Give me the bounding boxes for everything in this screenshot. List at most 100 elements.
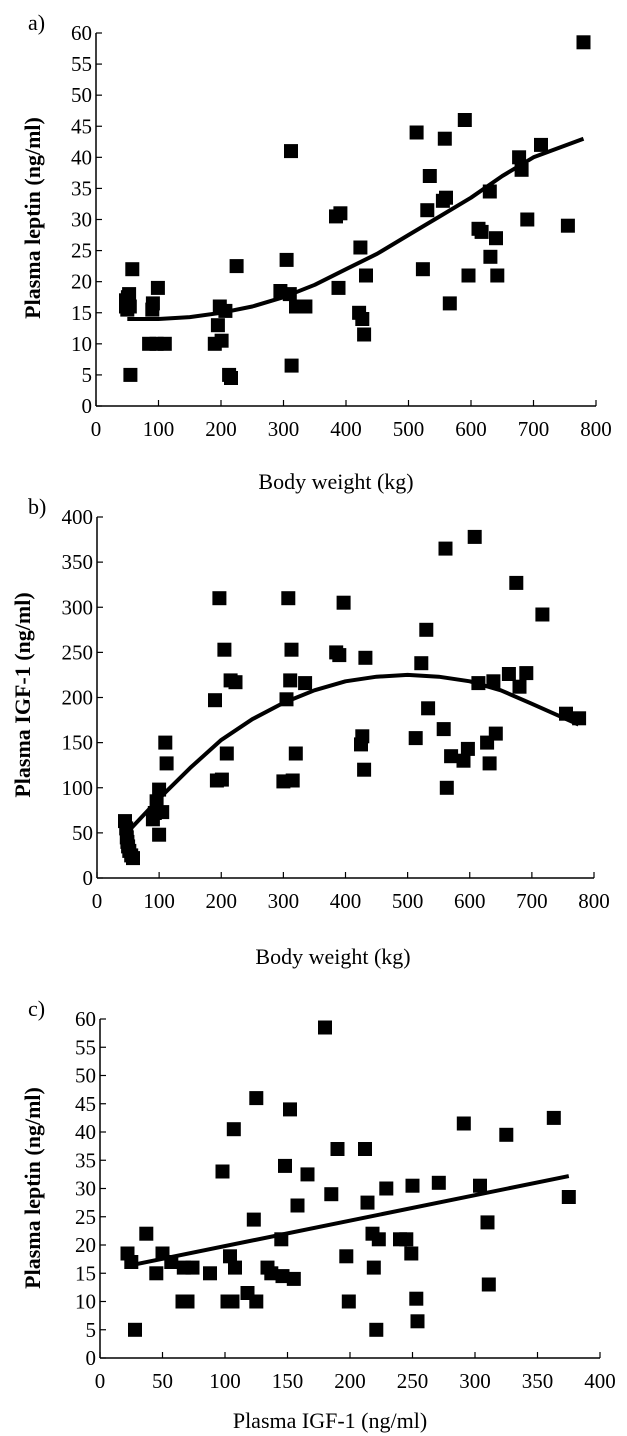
data-point	[534, 137, 548, 152]
y-tick-label: 45	[71, 114, 92, 138]
data-point	[512, 679, 527, 694]
data-point	[246, 1212, 261, 1227]
data-point	[300, 1167, 315, 1182]
data-point	[218, 303, 233, 318]
y-tick-label: 100	[62, 776, 94, 800]
data-point	[357, 327, 372, 342]
x-tick-label: 600	[455, 417, 487, 441]
x-tick-label: 100	[209, 1369, 241, 1393]
data-point	[286, 1271, 301, 1286]
y-tick-label: 60	[75, 1007, 96, 1031]
data-point	[501, 667, 516, 681]
x-tick-label: 400	[584, 1369, 616, 1393]
data-point	[157, 336, 172, 351]
data-point	[439, 190, 453, 205]
data-point	[366, 1260, 381, 1275]
data-point	[483, 249, 498, 264]
y-tick-label: 150	[62, 731, 94, 755]
data-point	[457, 113, 472, 127]
data-point	[520, 212, 535, 227]
data-point	[358, 1142, 372, 1156]
data-point	[224, 371, 238, 385]
x-tick-label: 700	[516, 889, 548, 913]
data-point	[467, 529, 482, 544]
x-axis-label: Body weight (kg)	[255, 944, 410, 969]
panel-label: b)	[28, 494, 46, 519]
y-tick-label: 50	[72, 821, 93, 845]
data-point	[546, 1110, 561, 1125]
data-point	[228, 1260, 242, 1275]
data-point	[284, 642, 299, 657]
data-point	[481, 1277, 496, 1292]
panel-c: c) 0 5 10 15 20 25 30 35 40 45 50 55 60 0 50 100 150 200 25…	[20, 996, 616, 1433]
data-point	[358, 650, 373, 665]
data-point	[560, 218, 575, 233]
data-point	[215, 1164, 230, 1179]
data-point	[439, 780, 454, 795]
x-tick-label: 150	[272, 1369, 304, 1393]
x-tick-label: 0	[92, 889, 103, 913]
y-tick-label: 25	[75, 1205, 96, 1229]
data-point	[152, 827, 167, 842]
x-tick-label: 100	[143, 889, 175, 913]
x-tick-label: 600	[454, 889, 486, 913]
data-point	[482, 184, 497, 199]
data-point	[290, 1198, 305, 1213]
data-point	[281, 591, 296, 606]
x-tick-label: 100	[143, 417, 175, 441]
data-point	[339, 1249, 354, 1264]
data-point	[576, 35, 591, 50]
data-point	[149, 794, 164, 809]
data-point	[229, 259, 244, 274]
data-point	[422, 169, 437, 183]
y-tick-label: 40	[75, 1120, 96, 1144]
y-tick-label: 15	[71, 301, 92, 325]
y-tick-label: 15	[75, 1261, 96, 1285]
y-tick-label: 20	[75, 1233, 96, 1257]
x-tick-label: 300	[268, 889, 300, 913]
data-point	[409, 1291, 424, 1306]
x-tick-label: 200	[334, 1369, 366, 1393]
data-point	[278, 1158, 292, 1173]
data-point	[324, 1187, 339, 1202]
x-tick-label: 50	[152, 1369, 173, 1393]
data-point	[249, 1091, 264, 1106]
data-point	[480, 1215, 495, 1230]
data-point	[456, 1116, 471, 1131]
data-point	[490, 268, 505, 283]
data-point	[298, 299, 313, 314]
y-tick-label: 20	[71, 270, 92, 294]
x-tick-label: 700	[518, 417, 550, 441]
y-axis-label: Plasma leptin (ng/ml)	[20, 1087, 45, 1289]
data-point	[212, 591, 227, 606]
data-point	[152, 782, 167, 797]
data-point	[123, 367, 138, 382]
data-point	[482, 756, 497, 771]
data-point	[371, 1232, 386, 1247]
data-point	[572, 711, 587, 726]
x-tick-label: 250	[397, 1369, 429, 1393]
data-point	[357, 762, 372, 777]
data-point	[355, 729, 370, 744]
y-tick-label: 400	[62, 505, 94, 529]
data-point	[509, 575, 524, 590]
data-point	[283, 1102, 297, 1117]
data-point	[122, 299, 137, 314]
data-point	[226, 1122, 241, 1137]
data-point	[155, 805, 170, 820]
y-tick-label: 50	[75, 1064, 96, 1088]
data-point	[444, 749, 459, 764]
y-tick-label: 10	[71, 332, 92, 356]
data-point	[225, 1294, 240, 1309]
data-point	[288, 746, 303, 761]
data-point	[285, 773, 300, 788]
y-tick-label: 300	[62, 595, 94, 619]
data-point	[419, 622, 434, 637]
data-point	[275, 1269, 290, 1284]
data-point	[499, 1127, 514, 1142]
trend-line	[125, 672, 580, 835]
data-point	[409, 125, 424, 140]
data-point	[379, 1181, 394, 1196]
x-tick-label: 350	[522, 1369, 554, 1393]
data-point	[333, 206, 348, 221]
